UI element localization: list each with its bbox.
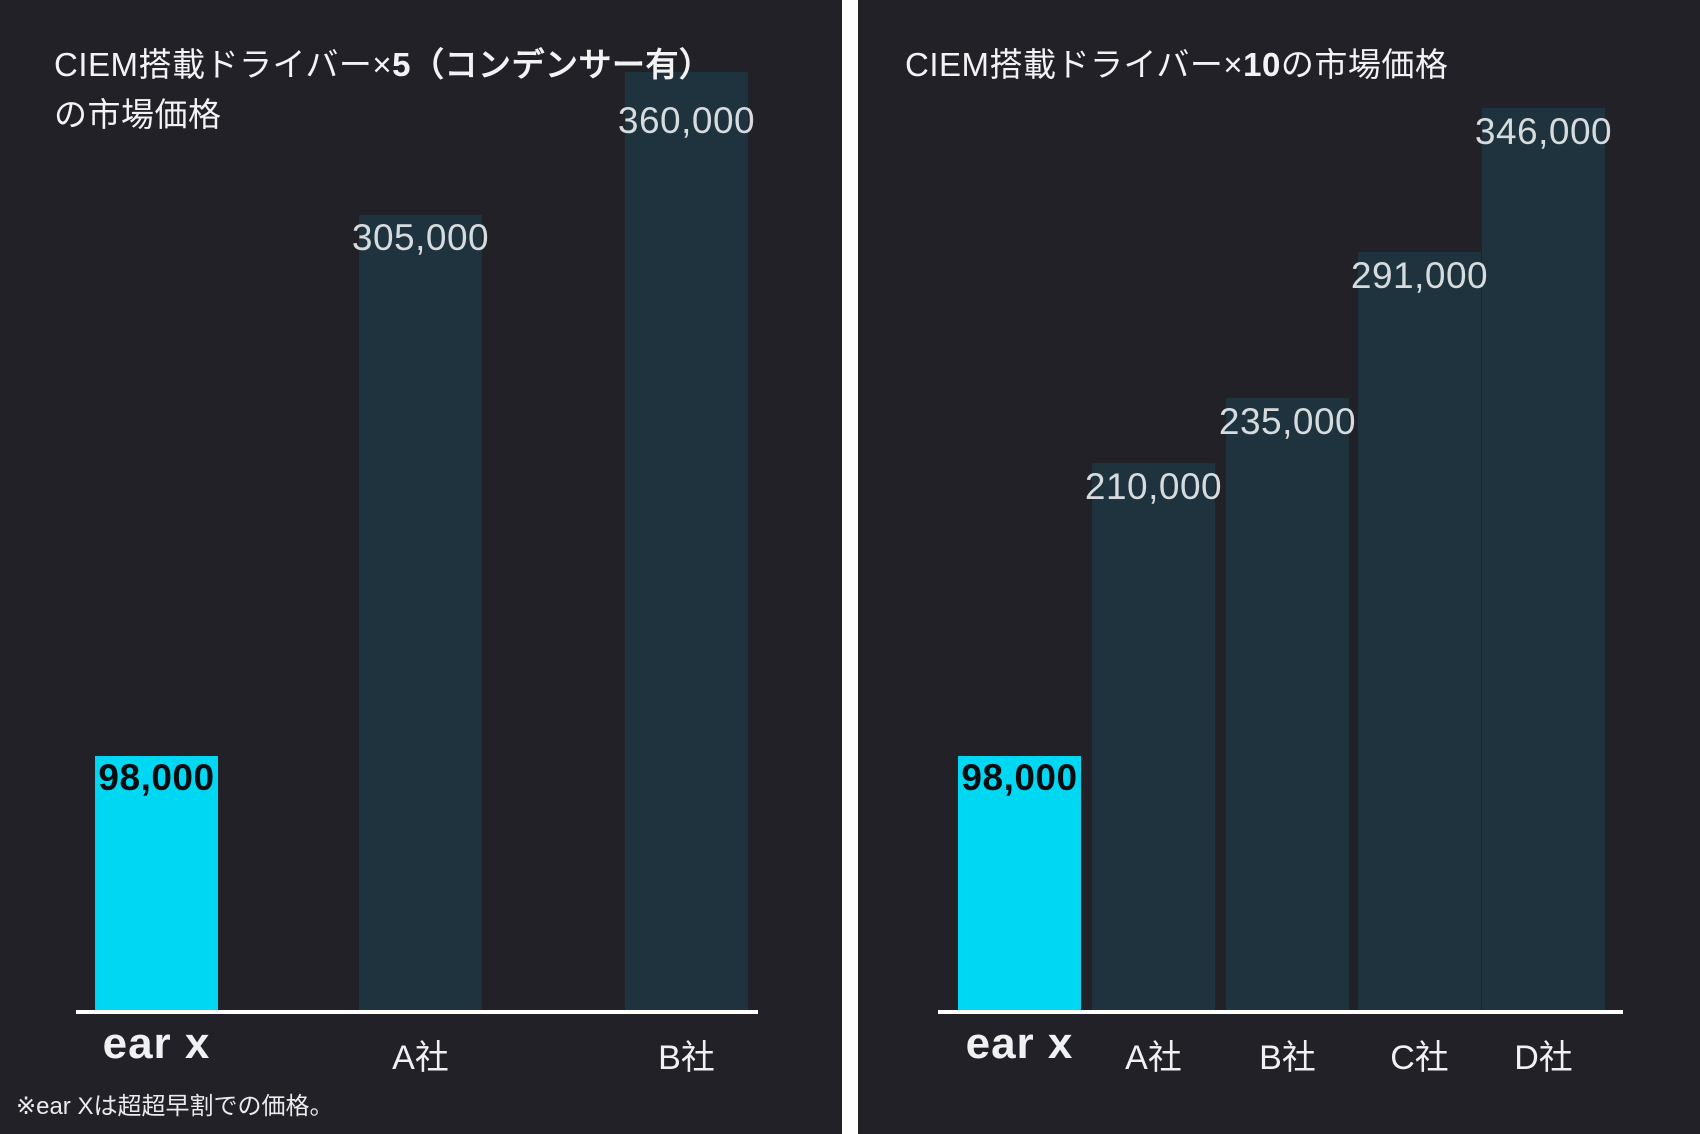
- x-axis-line: [938, 1010, 1623, 1014]
- chart-panel-right: CIEM搭載ドライバー×10の市場価格 98,000 ear x 210,000 A社 2…: [858, 0, 1700, 1134]
- footnote: ※ear Xは超超早割での価格。: [16, 1093, 334, 1120]
- chart-title: CIEM搭載ドライバー×5（コンデンサー有） の市場価格: [54, 40, 712, 140]
- chart-panel-left: CIEM搭載ドライバー×5（コンデンサー有） の市場価格 98,000 ear x 30…: [0, 0, 842, 1134]
- bar-value-label: 360,000: [617, 100, 756, 141]
- chart-title-segment: の市場価格: [54, 96, 222, 134]
- bar: [625, 72, 748, 1012]
- bar-value-label: 98,000: [98, 757, 215, 798]
- bar-value-label: 291,000: [1350, 255, 1489, 296]
- bar: [95, 756, 218, 1012]
- bar-value-label: 346,000: [1474, 111, 1613, 152]
- chart-title-segment: の市場価格: [1280, 46, 1449, 83]
- chart-title: CIEM搭載ドライバー×10の市場価格: [905, 40, 1448, 90]
- x-axis-label: B社: [1259, 1039, 1316, 1077]
- x-axis-label: B社: [658, 1039, 715, 1077]
- bar: [1226, 398, 1349, 1012]
- chart-title-segment: CIEM搭載ドライバー×: [905, 46, 1244, 83]
- bar-value-label: 235,000: [1218, 401, 1357, 442]
- bar-value-label: 210,000: [1084, 466, 1223, 507]
- x-axis-label: A社: [392, 1039, 449, 1077]
- chart-title-line: CIEM搭載ドライバー×10の市場価格: [905, 40, 1448, 90]
- x-axis-label: A社: [1125, 1039, 1182, 1077]
- bar-value-label: 305,000: [351, 217, 490, 258]
- chart-title-line: CIEM搭載ドライバー×5（コンデンサー有）: [54, 40, 712, 90]
- x-axis-label: C社: [1390, 1039, 1449, 1077]
- chart-title-segment: CIEM搭載ドライバー×: [54, 46, 393, 83]
- bar-value-label: 98,000: [961, 757, 1078, 798]
- x-axis-label: ear x: [102, 1019, 211, 1068]
- chart-title-segment: 5（コンデンサー有）: [392, 46, 713, 83]
- x-axis-label: ear x: [965, 1019, 1074, 1068]
- bar: [958, 756, 1081, 1012]
- bar: [359, 215, 482, 1012]
- chart-title-line: の市場価格: [54, 90, 712, 140]
- bar: [1092, 463, 1215, 1012]
- x-axis-line: [76, 1010, 758, 1014]
- bar: [1482, 108, 1605, 1012]
- chart-title-segment: 10: [1243, 46, 1281, 83]
- bar: [1358, 252, 1481, 1012]
- x-axis-label: D社: [1514, 1039, 1573, 1077]
